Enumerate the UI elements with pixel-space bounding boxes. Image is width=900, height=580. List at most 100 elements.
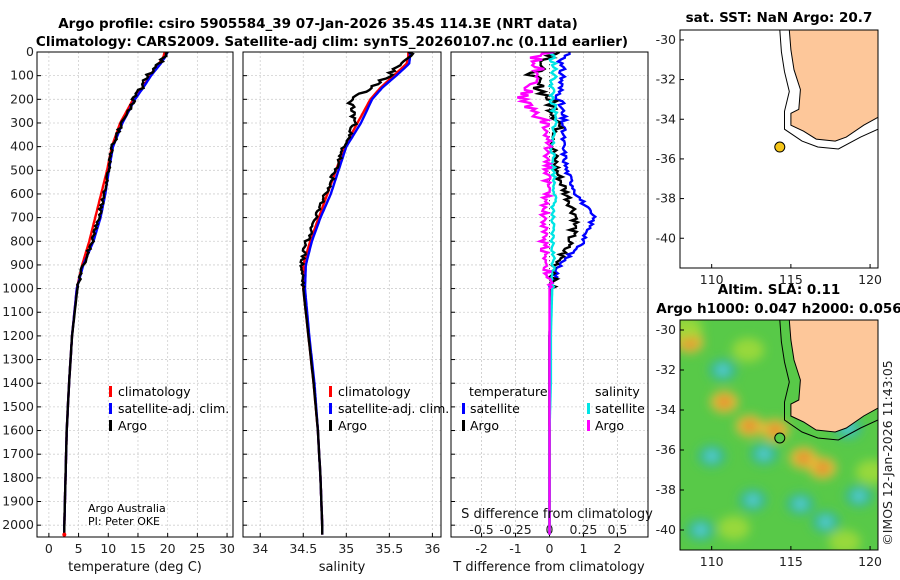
sla-neutral-patch [828, 530, 861, 550]
y-tick-label: 2000 [2, 517, 34, 532]
difference-legend: temperature salinity satellite Argo sate… [462, 384, 645, 433]
legend-swatch-sal-argo [587, 420, 590, 431]
map-x-tick-label: 110 [700, 554, 724, 569]
series-line-satellite-adj-clim- [63, 52, 169, 535]
map-y-tick-label: -34 [656, 402, 676, 417]
sla-anomaly-core [798, 453, 809, 463]
sla-anomaly-core [747, 495, 758, 505]
y-tick-label: 1100 [2, 304, 34, 319]
y-tick-label: 700 [10, 210, 34, 225]
x-tick-label: 35.5 [375, 541, 403, 556]
annotation-argo-australia: Argo Australia [88, 502, 166, 515]
map-y-tick-label: -34 [656, 111, 676, 126]
legend-label-sal-argo: Argo [595, 418, 624, 433]
temperature-panel: 0 5 10 15 20 25 300100200300400500600700800900… [2, 44, 235, 556]
temperature-legend: climatology satellite-adj. clim. Argo [109, 384, 229, 433]
land-australia [788, 30, 878, 142]
map-content [774, 30, 878, 153]
x-tick-label: 0 [546, 541, 554, 556]
map-frame [679, 29, 879, 269]
x-tick-label: -1 [509, 541, 521, 556]
sla-anomaly-core [758, 449, 769, 459]
sla-anomaly-core [853, 491, 864, 501]
legend-label-temp-argo: Argo [470, 418, 499, 433]
legend-title-salinity: salinity [595, 384, 640, 399]
difference-top-xlabel: S difference from climatology [461, 507, 653, 522]
map-x-tick-label: 115 [779, 554, 803, 569]
map-y-tick-label: -30 [656, 322, 676, 337]
salinity-legend: climatology satellite-adj. clim. Argo [329, 384, 449, 433]
sla-neutral-patch [680, 320, 703, 340]
map-content [680, 320, 878, 550]
sla-map-title-line-1: Altim. SLA: 0.11 [718, 282, 840, 298]
plot-frame [450, 51, 649, 538]
series-lines [299, 52, 415, 535]
y-tick-label: 1700 [2, 446, 34, 461]
x-tick-label: 35 [338, 541, 354, 556]
sla-anomaly-core [817, 463, 828, 473]
map-x-tick-label: 120 [858, 554, 882, 569]
map-y-tick-label: -36 [656, 151, 676, 166]
map-x-tick-label: 115 [779, 272, 803, 287]
sla-anomaly-core [744, 421, 755, 431]
legend-label-satellite: satellite-adj. clim. [338, 401, 449, 416]
map-y-tick-label: -32 [656, 72, 676, 87]
map-y-tick-label: -30 [656, 32, 676, 47]
y-tick-label: 200 [10, 91, 34, 106]
legend-swatch-climatology [109, 386, 112, 397]
legend-title-temperature: temperature [469, 384, 548, 399]
x-tick-label: 2 [613, 541, 621, 556]
y-tick-label: 300 [10, 115, 34, 130]
x-tick-label: 25 [189, 541, 205, 556]
map-y-tick-label: -40 [656, 522, 676, 537]
y-tick-label: 1300 [2, 352, 34, 367]
plot-frame [242, 51, 442, 538]
y-tick-label: 1400 [2, 375, 34, 390]
legend-swatch-climatology [329, 386, 332, 397]
x-tick-label: 0 [45, 541, 53, 556]
y-tick-label: 1600 [2, 423, 34, 438]
map-y-tick-label: -38 [656, 191, 676, 206]
sla-anomaly-core [719, 397, 730, 407]
x-tick-label: 34 [252, 541, 268, 556]
salinity-panel: 34 34.5 35 35.5 36 [242, 51, 442, 556]
legend-label-argo: Argo [338, 418, 367, 433]
continental-slope-contour [779, 320, 878, 441]
sla-anomaly-core [820, 517, 831, 527]
legend-swatch-satellite [109, 403, 112, 414]
sla-anomaly-core [770, 425, 781, 435]
sst-map-title: sat. SST: NaN Argo: 20.7 [686, 10, 873, 26]
map-x-tick-label: 120 [858, 272, 882, 287]
sal-tick-label: 0.25 [570, 522, 598, 537]
map-y-tick-label: -36 [656, 442, 676, 457]
argo-location-marker [774, 141, 786, 153]
y-tick-label: 1900 [2, 494, 34, 509]
sla-map-title-line-2: Argo h1000: 0.047 h2000: 0.056 [656, 301, 900, 317]
x-tick-label: 36 [424, 541, 440, 556]
series-lines [62, 52, 169, 537]
x-tick-label: 1 [579, 541, 587, 556]
x-tick-label: 15 [130, 541, 146, 556]
legend-swatch-temp-argo [462, 420, 465, 431]
legend-swatch-sal-satellite [587, 403, 590, 414]
continental-slope-contour [779, 30, 878, 150]
land-australia [788, 320, 878, 433]
legend-label-climatology: climatology [338, 384, 411, 399]
legend-label-sal-satellite: satellite [595, 401, 645, 416]
sal-tick-label: 0.5 [607, 522, 627, 537]
title-line-1: Argo profile: csiro 5905584_39 07-Jan-20… [58, 16, 578, 32]
legend-swatch-argo [329, 420, 332, 431]
sla-map-panel: 110 115 120 -30 -32 -34 -36 -38 -40 [656, 319, 882, 569]
legend-label-satellite: satellite-adj. clim. [118, 401, 229, 416]
map-y-tick-label: -38 [656, 482, 676, 497]
timestamp-label: ©IMOS 12-Jan-2026 11:43:05 [880, 360, 895, 546]
y-tick-label: 1800 [2, 470, 34, 485]
series-line-climatology [63, 52, 166, 535]
legend-swatch-temp-satellite [462, 403, 465, 414]
x-tick-label: 34.5 [289, 541, 317, 556]
sal-tick-label: -0.5 [469, 522, 493, 537]
y-tick-label: 600 [10, 186, 34, 201]
sla-anomaly-field [680, 320, 878, 550]
y-tick-label: 500 [10, 162, 34, 177]
